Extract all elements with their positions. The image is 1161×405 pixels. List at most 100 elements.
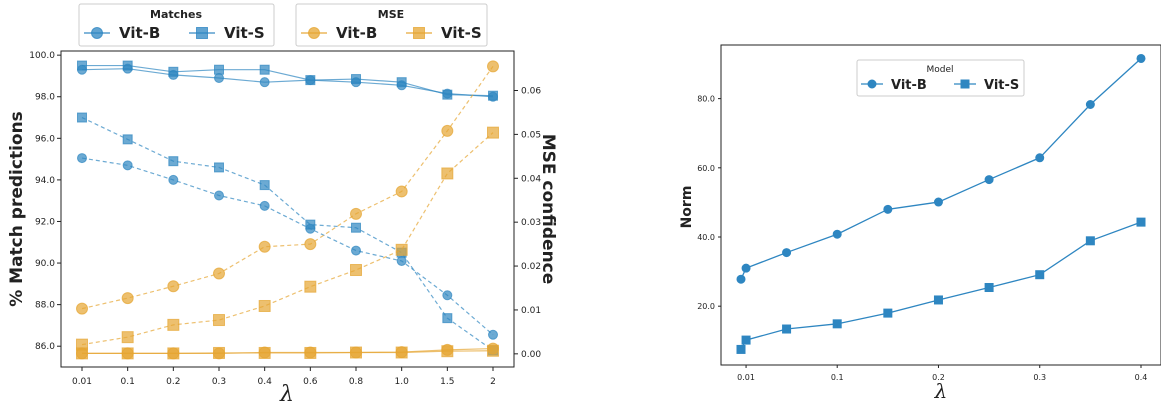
series-3 <box>77 112 498 356</box>
y-left-tick-label-6: 98.0 <box>35 93 55 103</box>
norm-series-Vit-B <box>736 53 1146 284</box>
right-chart: 0.01 0.1 0.2 0.3 0.420.040.060.080.0 Norm λ … <box>679 44 1161 403</box>
norm-series-Vit-B-line <box>740 58 1142 280</box>
x-tick-label-0: 0.01 <box>72 377 92 387</box>
y-left-tick-label-1: 88.0 <box>35 301 55 311</box>
series-1-point-3 <box>214 64 224 75</box>
series-4-point-2 <box>167 280 180 293</box>
series-7-point-0 <box>76 347 88 360</box>
series-3-point-4 <box>259 180 270 191</box>
series-5-point-7 <box>395 243 408 256</box>
series-3-point-0 <box>77 112 87 123</box>
y-right-tick-label-6: 0.06 <box>521 87 541 97</box>
legend-matches-entry-marker-point-1 <box>196 27 208 39</box>
series-1-point-2 <box>168 66 179 77</box>
series-7-point-3 <box>213 346 225 359</box>
series-7-point-5 <box>304 346 317 359</box>
series-3-point-1 <box>122 134 133 145</box>
norm-x-tick-label-0: 0.01 <box>737 373 755 382</box>
series-2-point-9 <box>488 329 498 340</box>
norm-series-Vit-B-point-6 <box>984 175 994 185</box>
series-2-point-2 <box>168 174 179 185</box>
series-1-point-7 <box>396 77 407 88</box>
legend-matches: Matches Vit-B Vit-S <box>78 3 275 47</box>
y-left-tick-label-3: 92.0 <box>35 217 55 227</box>
series-5 <box>76 126 499 351</box>
series-1-point-1 <box>122 60 133 71</box>
series-4-point-9 <box>487 60 499 73</box>
norm-y-tick-label-1: 40.0 <box>697 233 715 242</box>
series-3-point-2 <box>168 156 179 167</box>
norm-series-Vit-S-point-5 <box>933 295 943 305</box>
y-left-tick-label-5: 96.0 <box>35 134 55 144</box>
series-4-point-7 <box>395 185 408 198</box>
norm-x-tick-label-4: 0.4 <box>1135 373 1148 382</box>
series-7-line <box>82 350 494 354</box>
legend-mse-box <box>295 3 488 47</box>
norm-y-tick-label-0: 20.0 <box>697 302 715 311</box>
series-4-point-1 <box>121 292 134 305</box>
series-2-point-0 <box>77 153 87 164</box>
series-0-point-4 <box>259 77 270 88</box>
series-2-point-6 <box>351 245 361 256</box>
series-2-point-4 <box>259 200 270 211</box>
series-3-point-6 <box>351 222 361 233</box>
y-right-tick-label-5: 0.05 <box>521 130 541 140</box>
norm-y-tick-label-3: 80.0 <box>697 95 715 104</box>
norm-x-tick-label-1: 0.1 <box>831 373 844 382</box>
legend-model-title: Model <box>926 65 953 75</box>
norm-series-Vit-S-point-1 <box>741 335 751 345</box>
norm-series-Vit-S-point-3 <box>832 319 842 329</box>
series-5-point-5 <box>304 280 317 293</box>
series-5-point-1 <box>121 331 134 344</box>
x-tick-label-4: 0.4 <box>258 377 273 387</box>
series-1-point-8 <box>442 89 453 100</box>
series-7-point-8 <box>441 345 454 358</box>
series-3-line <box>81 116 494 351</box>
series-4-point-5 <box>304 238 317 251</box>
series-4-line <box>81 66 494 310</box>
series-2 <box>77 153 498 340</box>
series-4-point-3 <box>213 267 225 280</box>
legend-model-box <box>856 59 1025 97</box>
norm-series-Vit-B-point-5 <box>933 197 943 207</box>
legend-matches-box <box>78 3 275 47</box>
norm-series-Vit-B-point-4 <box>883 204 893 214</box>
norm-x-axis-title: λ <box>934 379 948 403</box>
legend-mse-title: MSE <box>378 8 404 21</box>
series-7-point-2 <box>167 347 180 360</box>
series-1 <box>77 60 498 101</box>
x-tick-label-8: 1.5 <box>440 377 454 387</box>
y-right-tick-label-2: 0.02 <box>521 262 541 272</box>
series-7-point-9 <box>487 344 499 357</box>
series-3-point-8 <box>442 313 453 324</box>
series-5-point-9 <box>487 126 499 139</box>
legend-mse-entry-label-1: Vit-S <box>441 24 482 42</box>
series-4-point-8 <box>441 124 454 137</box>
legend-matches-entry-label-0: Vit-B <box>119 24 160 42</box>
legend-model-entry-label-1: Vit-S <box>984 78 1019 93</box>
series-5-point-8 <box>441 167 454 180</box>
legend-model-entry-marker-point-1 <box>960 79 970 89</box>
legend-matches-entry-label-1: Vit-S <box>224 24 265 42</box>
series-2-point-3 <box>214 190 224 201</box>
y-left-tick-label-7: 100.0 <box>29 51 55 61</box>
series-5-point-6 <box>350 264 362 277</box>
series-7-point-4 <box>258 346 271 359</box>
x-tick-label-3: 0.3 <box>212 377 226 387</box>
series-3-point-5 <box>305 219 316 230</box>
norm-series-Vit-B-point-1 <box>741 263 751 273</box>
left-plot-frame <box>60 50 515 368</box>
norm-series-Vit-B-point-0 <box>736 274 746 284</box>
series-0-point-3 <box>214 73 224 84</box>
series-4 <box>76 60 499 315</box>
series-2-line <box>81 157 494 336</box>
y-left-tick-label-4: 94.0 <box>35 176 55 186</box>
series-7-point-6 <box>350 346 362 359</box>
norm-x-tick-label-3: 0.3 <box>1033 373 1046 382</box>
legend-model-entry-label-0: Vit-B <box>891 78 927 93</box>
norm-series-Vit-B-point-2 <box>782 248 792 258</box>
series-4-point-0 <box>76 302 88 315</box>
